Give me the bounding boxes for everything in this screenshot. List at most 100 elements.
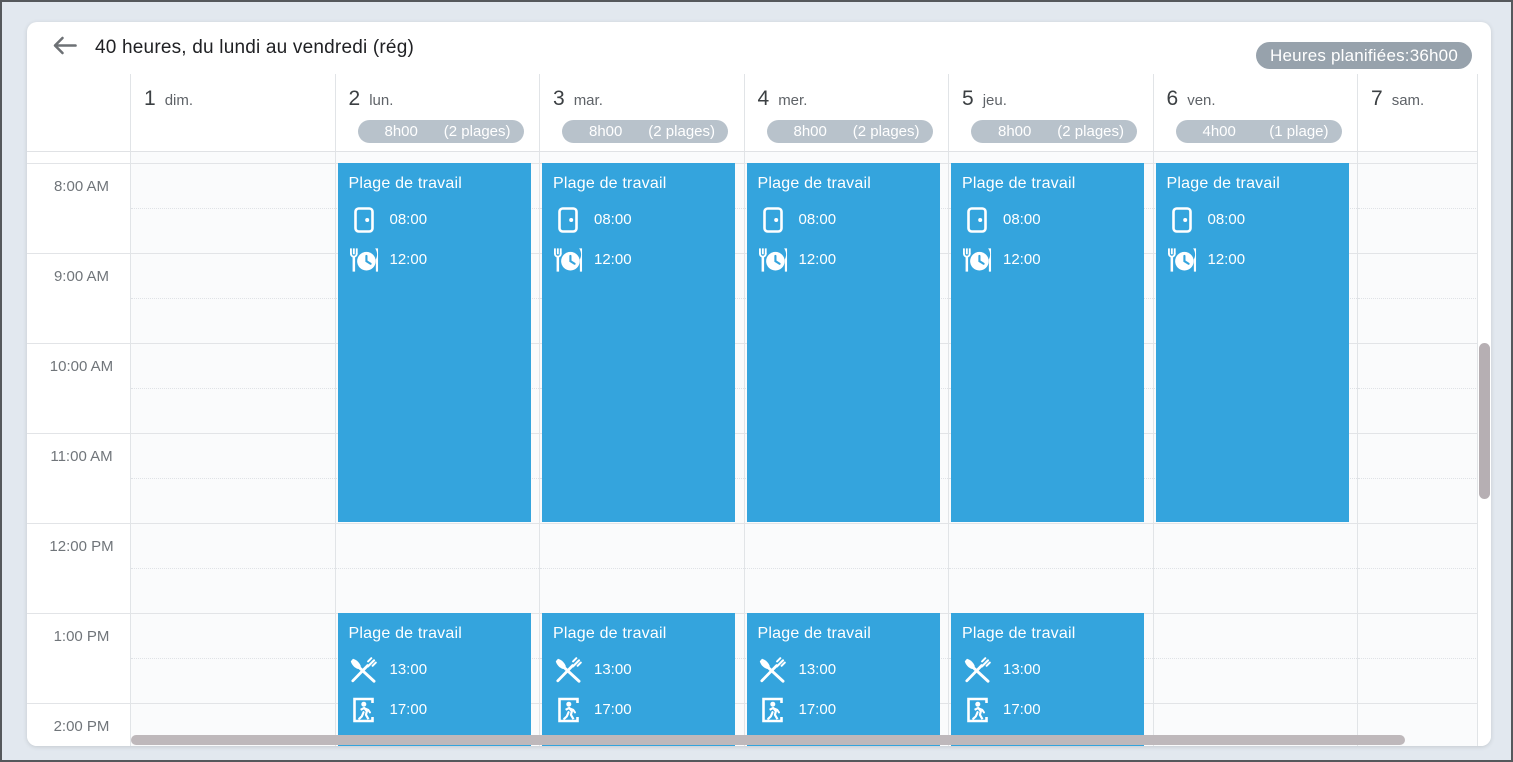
day-name: dim.: [164, 92, 194, 109]
pill-plages: (2 plages): [852, 123, 920, 140]
header-divider: [27, 151, 1477, 152]
grid-line: [540, 522, 744, 524]
day-title: 7 sam.: [1371, 87, 1477, 111]
event-time-row: 12:00: [962, 247, 1144, 273]
event-time: 08:00: [389, 211, 428, 228]
day-name: jeu.: [982, 92, 1007, 109]
event-time-row: 17:00: [758, 697, 940, 723]
cutlery-icon: [962, 656, 992, 683]
time-label: 9:00 AM: [53, 267, 110, 285]
hour-cell: 1:00 PM: [27, 612, 130, 703]
grid-line: [1358, 207, 1477, 209]
pill-plages: (2 plages): [1057, 123, 1124, 140]
door-enter-icon: [1167, 206, 1197, 233]
pill-hours: 4h00: [1202, 123, 1236, 140]
grid-line: [1358, 387, 1477, 389]
event-time: 12:00: [1207, 251, 1246, 268]
day-name: sam.: [1391, 92, 1425, 109]
event-title: Plage de travail: [1166, 174, 1280, 192]
work-block[interactable]: Plage de travail 08:00 12:00: [542, 162, 735, 522]
back-button[interactable]: [52, 36, 78, 60]
hour-cell: 2:00 PM: [27, 702, 130, 747]
grid-line: [131, 612, 335, 614]
event-time: 13:00: [594, 661, 632, 678]
day-hours-pill: 8h00 (2 plages): [971, 120, 1137, 143]
day-title: 1 dim.: [144, 87, 335, 111]
day-title: 4 mer.: [758, 87, 949, 111]
time-gutter: 8:00 AM 9:00 AM 10:00 AM 11:00 AM 12:00 PM 1:…: [27, 74, 130, 746]
grid-line: [1358, 297, 1477, 299]
pill-plages: (2 plages): [443, 123, 511, 140]
day-column-ven: 6 ven. 4h00 (1 plage) Plage de travail 08:00 1…: [1152, 74, 1357, 746]
time-label: 12:00 PM: [49, 537, 114, 555]
planned-hours-badge: Heures planifiées:36h00: [1256, 42, 1472, 69]
grid-line: [744, 522, 948, 524]
time-label: 1:00 PM: [53, 627, 110, 645]
work-block[interactable]: Plage de travail 13:00 17:00: [746, 612, 940, 746]
event-title: Plage de travail: [757, 624, 871, 642]
horizontal-scrollbar-thumb[interactable]: [131, 735, 1405, 745]
pill-hours: 8h00: [793, 123, 827, 140]
day-number: 5: [962, 87, 974, 110]
hour-cell: 9:00 AM: [27, 252, 130, 343]
day-name: mer.: [778, 92, 808, 109]
door-exit-icon: [962, 697, 992, 723]
day-number: 7: [1371, 87, 1383, 110]
meal-clock-icon: [349, 247, 379, 273]
work-block[interactable]: Plage de travail 08:00 12:00: [951, 162, 1144, 522]
grid-line: [131, 162, 335, 164]
work-block[interactable]: Plage de travail 13:00 17:00: [337, 612, 531, 746]
event-time: 13:00: [1003, 661, 1041, 678]
grid-line: [1358, 252, 1477, 254]
event-time: 13:00: [389, 661, 428, 678]
time-label: 10:00 AM: [49, 357, 114, 375]
day-header: 7 sam.: [1358, 74, 1477, 151]
work-block[interactable]: Plage de travail 08:00 12:00: [1155, 162, 1349, 522]
day-column-mar: 3 mar. 8h00 (2 plages) Plage de travail 08:00…: [539, 74, 744, 746]
work-block[interactable]: Plage de travail 08:00 12:00: [337, 162, 531, 522]
grid-line: [131, 657, 335, 659]
day-column-jeu: 5 jeu. 8h00 (2 plages) Plage de travail 08:00…: [948, 74, 1153, 746]
event-time: 12:00: [389, 251, 428, 268]
grid-line: [1358, 162, 1477, 164]
event-time-row: 12:00: [758, 247, 940, 273]
day-hours-pill: 4h00 (1 plage): [1175, 120, 1342, 143]
vertical-scrollbar-thumb[interactable]: [1479, 343, 1490, 499]
grid-line: [335, 522, 539, 524]
arrow-left-icon: [52, 36, 77, 60]
day-grid-cells: Plage de travail 08:00 12:00: [1153, 151, 1357, 746]
day-header: 3 mar. 8h00 (2 plages): [540, 74, 744, 151]
pill-plages: (2 plages): [648, 123, 715, 140]
event-time-row: 12:00: [553, 247, 735, 273]
event-time-row: 12:00: [349, 247, 531, 273]
grid-line: [744, 567, 948, 569]
work-block[interactable]: Plage de travail 13:00 17:00: [542, 612, 735, 746]
event-time: 17:00: [594, 701, 632, 718]
event-time: 08:00: [1003, 211, 1041, 228]
event-time-row: 08:00: [1167, 206, 1349, 233]
day-title: 3 mar.: [553, 87, 744, 111]
day-name: lun.: [369, 92, 394, 109]
grid-line: [131, 432, 335, 434]
door-exit-icon: [349, 697, 379, 723]
event-title: Plage de travail: [553, 624, 667, 642]
day-hours-pill: 8h00 (2 plages): [562, 120, 728, 143]
grid-line: [131, 477, 335, 479]
door-exit-icon: [758, 697, 788, 723]
day-header: 1 dim.: [131, 74, 335, 151]
grid-line: [335, 567, 539, 569]
work-block[interactable]: Plage de travail 08:00 12:00: [746, 162, 940, 522]
event-time: 08:00: [798, 211, 837, 228]
day-number: 1: [144, 87, 156, 110]
work-block[interactable]: Plage de travail 13:00 17:00: [951, 612, 1144, 746]
event-time-row: 08:00: [349, 206, 531, 233]
meal-clock-icon: [553, 247, 583, 273]
day-grid-cells: [131, 151, 335, 746]
day-grid-cells: Plage de travail 08:00 12:00 Plage de trava…: [540, 151, 744, 746]
event-time: 08:00: [1207, 211, 1246, 228]
grid-line: [949, 567, 1153, 569]
event-time: 17:00: [798, 701, 837, 718]
event-title: Plage de travail: [348, 624, 462, 642]
event-time-row: 13:00: [962, 656, 1144, 683]
day-name: ven.: [1187, 92, 1216, 109]
